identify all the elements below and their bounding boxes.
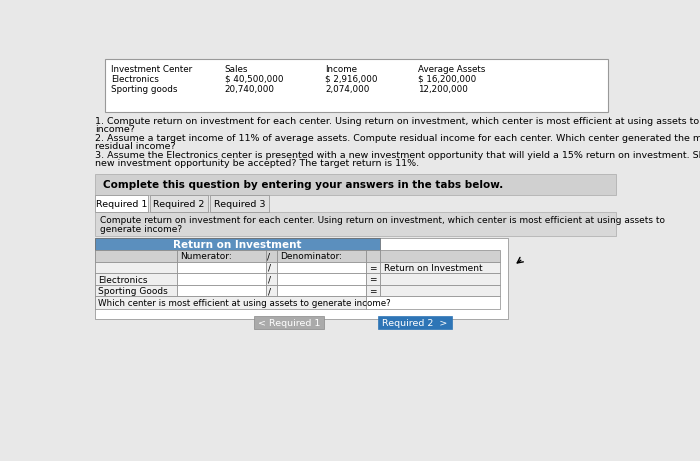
Bar <box>379 250 500 262</box>
Text: Complete this question by entering your answers in the tabs below.: Complete this question by entering your … <box>103 180 503 190</box>
Bar <box>95 195 148 213</box>
Text: Sporting Goods: Sporting Goods <box>98 287 168 296</box>
Text: Numerator:: Numerator: <box>180 253 232 261</box>
Bar <box>95 174 616 195</box>
Bar <box>95 273 176 285</box>
Bar <box>276 273 365 285</box>
Text: Average Assets: Average Assets <box>419 65 486 74</box>
Bar <box>266 285 276 296</box>
Bar <box>365 262 379 273</box>
Text: Required 2: Required 2 <box>153 200 204 209</box>
Bar <box>266 273 276 285</box>
Bar <box>176 250 266 262</box>
Text: generate income?: generate income? <box>100 225 182 234</box>
Text: residual income?: residual income? <box>95 142 176 151</box>
Text: /: / <box>268 287 271 296</box>
Bar <box>95 262 176 273</box>
Bar <box>266 262 276 273</box>
Bar <box>378 316 452 330</box>
Bar <box>254 316 324 330</box>
Bar <box>95 285 176 296</box>
Text: =: = <box>369 276 377 284</box>
Bar <box>365 296 500 309</box>
Bar <box>95 238 379 250</box>
Text: 2,074,000: 2,074,000 <box>326 84 370 94</box>
Bar <box>176 262 266 273</box>
Text: 2. Assume a target income of 11% of average assets. Compute residual income for : 2. Assume a target income of 11% of aver… <box>95 134 700 143</box>
Text: Required 2  >: Required 2 > <box>382 319 447 328</box>
Bar <box>276 250 365 262</box>
Text: < Required 1: < Required 1 <box>258 319 320 328</box>
Bar <box>276 262 365 273</box>
Bar <box>365 273 379 285</box>
Text: Sales: Sales <box>225 65 248 74</box>
Bar <box>176 273 266 285</box>
Text: /: / <box>268 276 271 284</box>
Text: Sporting goods: Sporting goods <box>111 84 177 94</box>
Text: =: = <box>369 264 377 273</box>
Text: $ 16,200,000: $ 16,200,000 <box>419 75 477 83</box>
Text: /: / <box>267 253 270 261</box>
Bar <box>104 59 608 112</box>
Text: Denominator:: Denominator: <box>280 253 342 261</box>
Bar <box>95 213 616 236</box>
Text: Return on Investment: Return on Investment <box>384 264 482 273</box>
Text: Required 1: Required 1 <box>96 200 147 209</box>
Text: new investment opportunity be accepted? The target return is 11%.: new investment opportunity be accepted? … <box>95 159 419 168</box>
Text: $ 40,500,000: $ 40,500,000 <box>225 75 284 83</box>
Text: $ 2,916,000: $ 2,916,000 <box>326 75 378 83</box>
Text: Return on Investment: Return on Investment <box>173 240 302 250</box>
Text: income?: income? <box>95 125 135 135</box>
Bar <box>365 285 379 296</box>
Text: 20,740,000: 20,740,000 <box>225 84 274 94</box>
Bar <box>95 250 176 262</box>
Text: 3. Assume the Electronics center is presented with a new investment opportunity : 3. Assume the Electronics center is pres… <box>95 151 700 160</box>
Text: /: / <box>268 264 271 273</box>
Text: =: = <box>369 287 377 296</box>
Text: Electronics: Electronics <box>98 276 148 284</box>
Text: 12,200,000: 12,200,000 <box>419 84 468 94</box>
Bar <box>176 285 266 296</box>
Text: 1. Compute return on investment for each center. Using return on investment, whi: 1. Compute return on investment for each… <box>95 117 700 126</box>
Bar <box>365 250 379 262</box>
Bar <box>379 262 500 273</box>
Bar <box>276 285 365 296</box>
Bar <box>379 285 500 296</box>
Bar <box>266 250 276 262</box>
Bar <box>210 195 269 213</box>
Text: Investment Center: Investment Center <box>111 65 192 74</box>
Bar <box>150 195 209 213</box>
Text: Required 3: Required 3 <box>214 200 265 209</box>
Text: Electronics: Electronics <box>111 75 159 83</box>
Text: Compute return on investment for each center. Using return on investment, which : Compute return on investment for each ce… <box>100 216 665 225</box>
Text: Which center is most efficient at using assets to generate income?: Which center is most efficient at using … <box>98 299 391 308</box>
Bar <box>379 273 500 285</box>
Text: Income: Income <box>326 65 358 74</box>
Bar <box>95 238 507 319</box>
Bar <box>95 296 365 309</box>
